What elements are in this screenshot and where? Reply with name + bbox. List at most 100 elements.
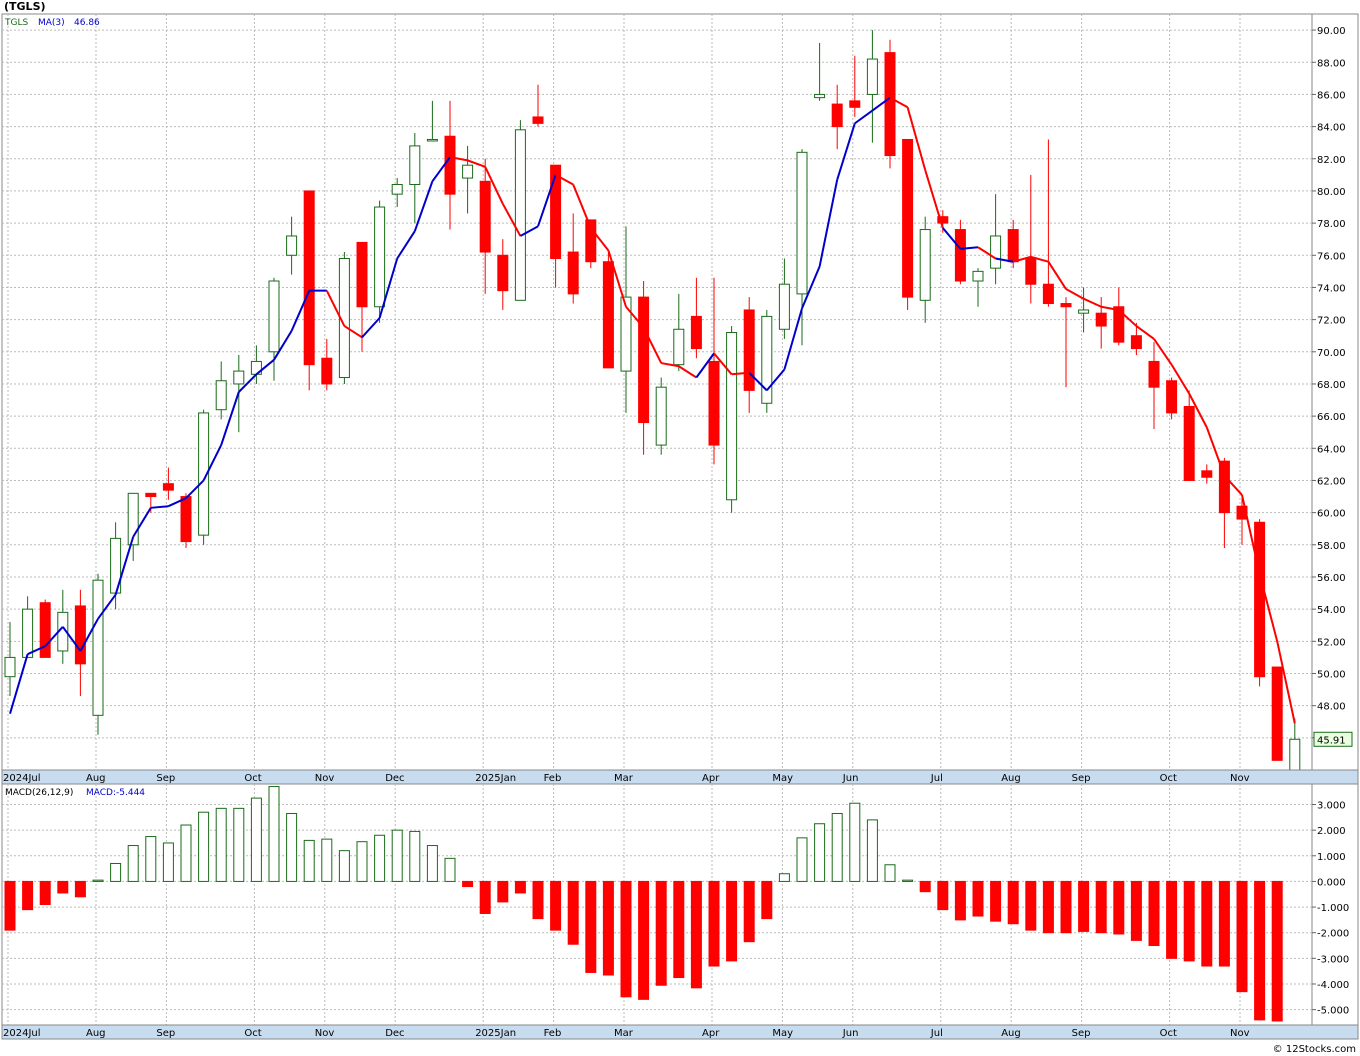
candle-body xyxy=(426,138,438,142)
candle-body xyxy=(708,360,720,446)
candle-body xyxy=(145,492,157,498)
candle-body xyxy=(92,579,104,716)
ma3-segment xyxy=(1012,255,1032,263)
price-tick-label: 52.00 xyxy=(1317,637,1346,648)
candle xyxy=(655,377,667,455)
candle-body xyxy=(1236,505,1248,520)
date-label: Sep xyxy=(156,1028,175,1039)
price-tick-label: 80.00 xyxy=(1317,187,1346,198)
macd-bar xyxy=(849,802,861,882)
candle xyxy=(902,138,914,310)
candle-body xyxy=(831,103,843,128)
ma3-segment xyxy=(1030,255,1049,263)
candle-body xyxy=(497,254,509,292)
macd-bar xyxy=(303,839,315,882)
candle xyxy=(726,326,738,513)
price-date-axis: 2024Jul Aug Sep Oct Nov Dec 2025Jan Feb Mar Apr Ma… xyxy=(1,769,1359,785)
ma3-segment xyxy=(642,327,663,364)
macd-bar xyxy=(57,880,69,894)
date-label: Nov xyxy=(1230,773,1250,784)
candle xyxy=(708,277,720,465)
ma3-segment xyxy=(1276,641,1296,724)
macd-panel: 3.000 2.000 1.000 0.000 -1.000 -2.000 -3.000 -4… xyxy=(1,783,1359,1026)
ma3-segment xyxy=(625,306,645,329)
candle-body xyxy=(902,138,914,298)
date-label: Oct xyxy=(1160,773,1177,784)
macd-bar xyxy=(198,811,210,882)
macd-bar xyxy=(796,837,808,882)
ma3-segment xyxy=(678,365,697,379)
price-frame xyxy=(1,13,1359,771)
candle-body xyxy=(1130,335,1142,350)
candle xyxy=(1271,666,1283,761)
last-price-box xyxy=(1313,731,1353,747)
candle-body xyxy=(1060,303,1072,308)
macd-bar xyxy=(74,880,86,898)
candle-body xyxy=(884,52,896,157)
ma3-segment xyxy=(114,536,135,595)
candle-body xyxy=(1289,738,1301,771)
date-label: Sep xyxy=(1072,1028,1091,1039)
candle xyxy=(514,120,526,301)
macd-tick-label: 0.000 xyxy=(1317,877,1346,888)
ma3-segment xyxy=(27,645,46,656)
macd-bar xyxy=(286,812,298,882)
macd-tick-label: -1.000 xyxy=(1317,903,1349,914)
ma3-segment xyxy=(202,444,223,481)
macd-bar xyxy=(567,880,579,945)
macd-bar xyxy=(356,841,368,882)
candle-body xyxy=(990,235,1002,269)
macd-bar xyxy=(1078,880,1090,932)
macd-bar xyxy=(22,880,34,911)
date-label: Nov xyxy=(1230,1028,1250,1039)
candle xyxy=(268,277,280,381)
ma3-segment xyxy=(467,159,486,168)
price-tick-label: 86.00 xyxy=(1317,90,1346,101)
candle xyxy=(321,338,333,391)
macd-bar xyxy=(620,880,632,998)
ma3-segment xyxy=(501,203,522,237)
candle xyxy=(919,216,931,323)
ma3-segment xyxy=(555,173,574,186)
ma3-segment xyxy=(590,227,610,252)
candle xyxy=(796,149,808,346)
date-label: Oct xyxy=(244,773,261,784)
candle-body xyxy=(268,280,280,353)
candle-body xyxy=(532,116,544,124)
ma3-segment xyxy=(1065,288,1085,300)
legend-macd-label: MACD(26,12,9) xyxy=(5,788,73,798)
candle-body xyxy=(849,100,861,108)
price-tick-label: 78.00 xyxy=(1317,219,1346,230)
candle-body xyxy=(778,283,790,330)
macd-bar xyxy=(250,797,262,882)
candle xyxy=(778,258,790,339)
macd-bar xyxy=(814,823,826,882)
macd-bar xyxy=(884,864,896,882)
candle-body xyxy=(180,496,192,543)
macd-bar xyxy=(778,873,790,882)
macd-bar xyxy=(391,829,403,882)
candle xyxy=(462,145,474,214)
ma3-segment xyxy=(44,626,64,647)
macd-tick-label: 3.000 xyxy=(1317,801,1346,812)
candle-body xyxy=(1183,405,1195,481)
macd-bar xyxy=(990,880,1002,922)
candle xyxy=(198,409,210,545)
ma3-segment xyxy=(783,308,803,370)
ma3-segment xyxy=(836,123,856,180)
candle-body xyxy=(74,605,86,665)
candle-body xyxy=(1113,306,1125,343)
macd-bar xyxy=(550,880,562,931)
macd-bar xyxy=(919,880,931,893)
macd-bar xyxy=(92,879,104,882)
candle-body xyxy=(954,229,966,282)
ma3-segment xyxy=(378,258,399,319)
candle xyxy=(215,361,227,420)
candle-body xyxy=(127,492,139,546)
date-label: Feb xyxy=(544,773,562,784)
ma3-segment xyxy=(572,184,592,229)
candle xyxy=(1166,377,1178,420)
date-label: May xyxy=(772,1028,793,1039)
macd-bar xyxy=(233,807,245,882)
macd-tick-label: -4.000 xyxy=(1317,980,1349,991)
